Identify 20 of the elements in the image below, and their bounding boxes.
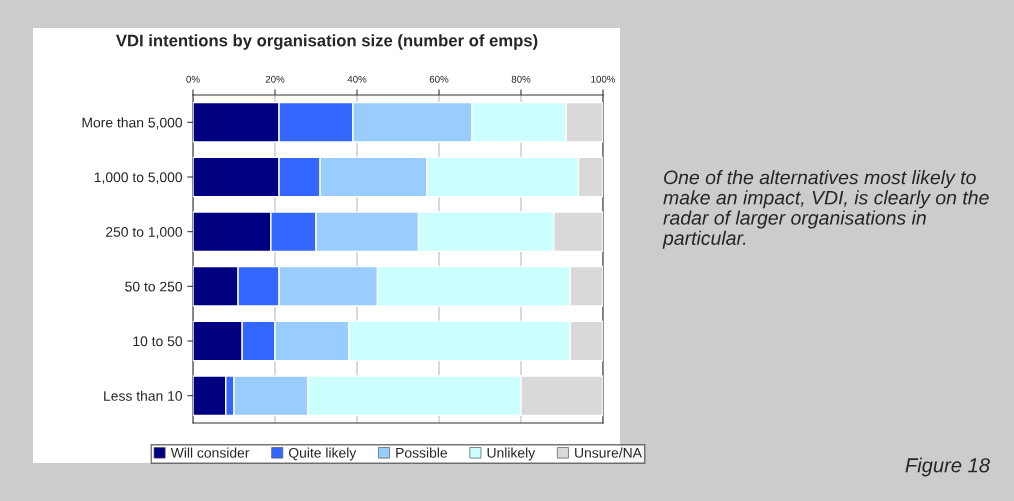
x-tick-label: 0%	[186, 75, 200, 83]
legend-label: Unsure/NA	[575, 447, 642, 458]
legend-label: Will consider	[170, 447, 250, 458]
y-tick-label: Less than 10	[104, 390, 183, 401]
y-tick-label: 1,000 to 5,000	[94, 172, 183, 184]
x-tick-label: 100%	[591, 75, 616, 83]
x-tick-label: 60%	[429, 75, 449, 83]
y-tick-label: 10 to 50	[133, 336, 183, 347]
y-tick-label: 50 to 250	[125, 281, 183, 292]
legend-label: Possible	[396, 447, 448, 458]
legend-label: Quite likely	[288, 447, 357, 461]
x-tick-label: 80%	[511, 75, 531, 83]
text: One of the alternatives most likely to make an impact, VDI, is clearly on the radar of larger organisations in particular.	[662, 170, 989, 249]
x-tick-label: 20%	[265, 75, 285, 83]
chart-title: VDI intentions by organisation size (number of emps)	[116, 34, 538, 50]
x-tick-label: 40%	[347, 75, 367, 83]
y-tick-label: 250 to 1,000	[106, 227, 183, 239]
legend-label: Unlikely	[487, 447, 536, 461]
y-tick-label: More than 5,000	[82, 117, 183, 130]
caption: Figure 18	[905, 457, 990, 477]
